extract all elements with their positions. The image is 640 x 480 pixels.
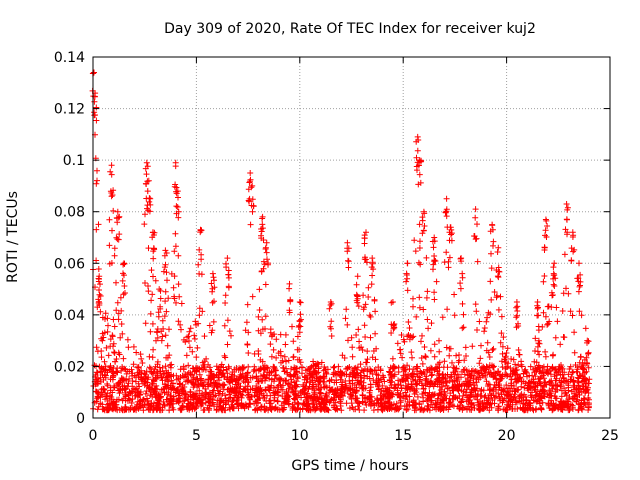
grid-lines — [93, 57, 610, 418]
axis-ticks: 0 5 10 15 20 25 0 0.02 0.04 0.06 0.08 0.1 0.12 0.14 — [54, 50, 619, 444]
y-tick-label: 0.1 — [63, 153, 85, 169]
y-tick-label: 0 — [76, 411, 85, 427]
chart-title: Day 309 of 2020, Rate Of TEC Index for r… — [164, 21, 536, 37]
y-tick-label: 0.06 — [54, 256, 85, 272]
x-tick-label: 0 — [89, 428, 98, 444]
y-tick-label: 0.04 — [54, 308, 85, 324]
x-tick-label: 15 — [394, 428, 412, 444]
y-axis-label: ROTI / TECUs — [5, 191, 21, 283]
x-axis-label: GPS time / hours — [291, 458, 408, 474]
y-tick-label: 0.02 — [54, 359, 85, 375]
plot-frame — [92, 56, 611, 419]
y-tick-label: 0.12 — [54, 102, 85, 118]
roti-plus-markers — [89, 69, 593, 414]
y-tick-label: 0.08 — [54, 205, 85, 221]
data-points — [89, 69, 593, 414]
x-tick-label: 25 — [601, 428, 619, 444]
x-tick-label: 10 — [291, 428, 309, 444]
x-tick-label: 5 — [192, 428, 201, 444]
x-tick-label: 20 — [498, 428, 516, 444]
y-tick-label: 0.14 — [54, 50, 85, 66]
